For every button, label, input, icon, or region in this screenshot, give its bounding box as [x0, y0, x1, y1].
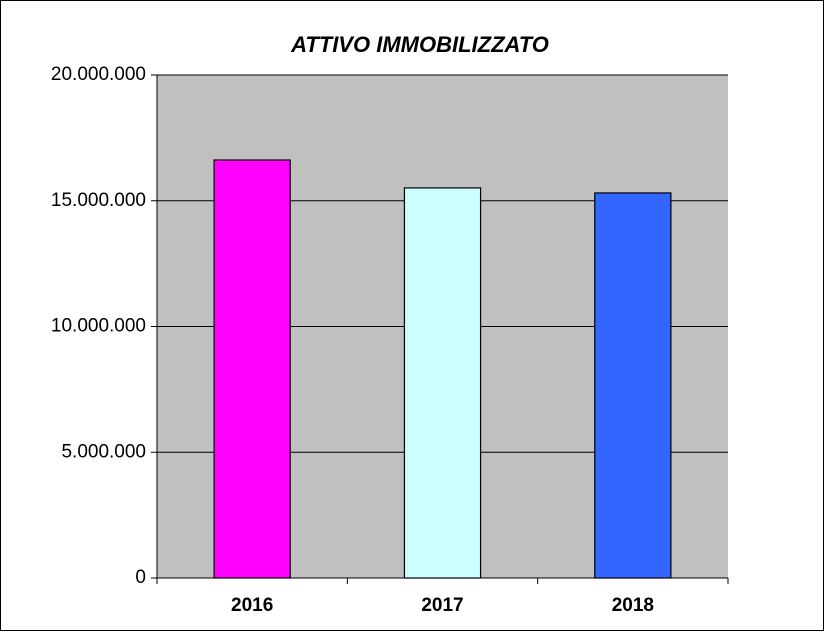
y-tick-label: 10.000.000: [51, 316, 146, 337]
x-tick-label: 2018: [612, 595, 654, 616]
bar: [594, 192, 672, 579]
x-tick-label: 2017: [421, 595, 463, 616]
x-tick-label: 2016: [231, 595, 273, 616]
bar: [213, 159, 291, 579]
chart-title: ATTIVO IMMOBILIZZATO: [290, 32, 549, 57]
bar: [403, 187, 482, 579]
y-tick-label: 20.000.000: [51, 64, 146, 85]
y-tick-label: 15.000.000: [51, 190, 146, 211]
y-tick-label: 5.000.000: [61, 441, 146, 462]
y-tick-label: 0: [135, 567, 146, 588]
